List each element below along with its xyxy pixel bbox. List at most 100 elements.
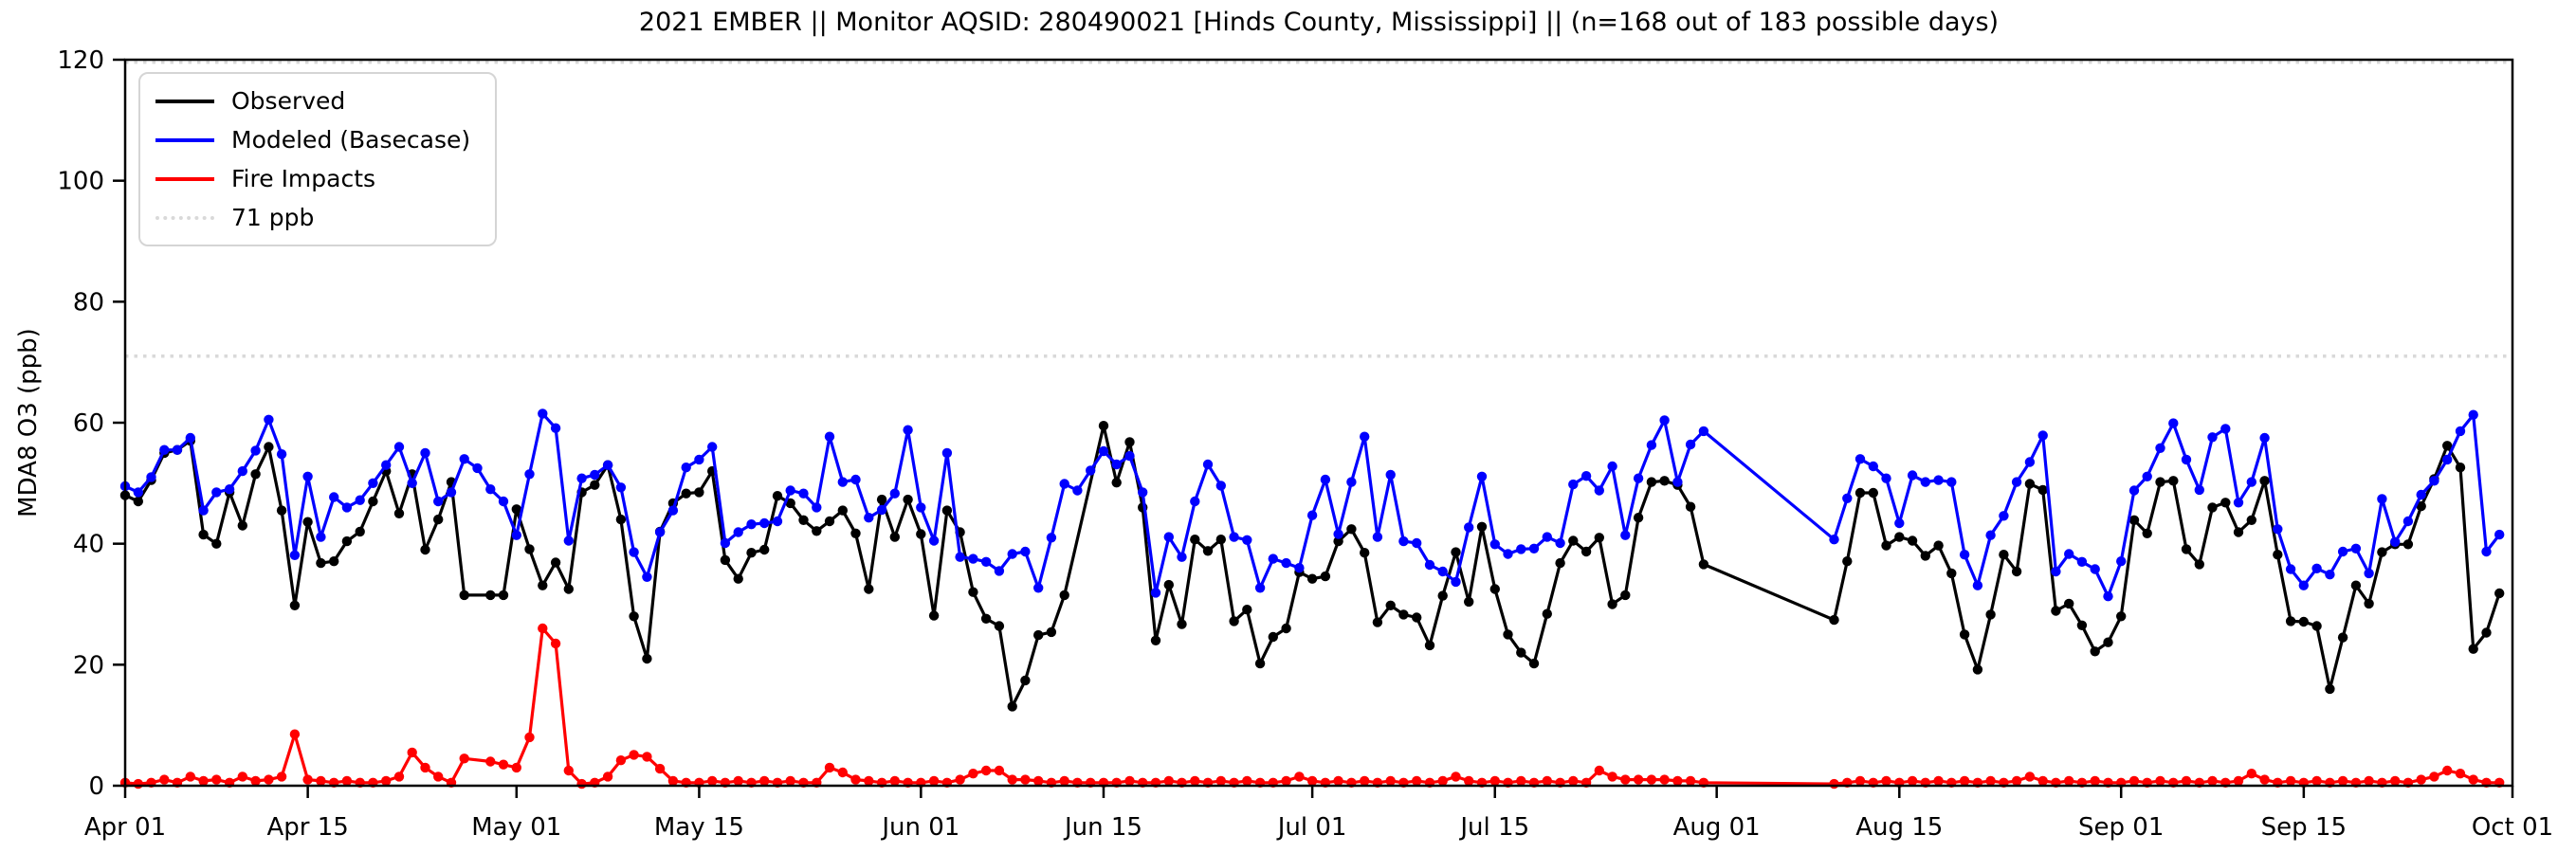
observed-marker (1333, 535, 1343, 547)
modeled-basecase--marker (2181, 454, 2192, 465)
observed-marker (198, 529, 209, 540)
fire-impacts-marker (550, 638, 561, 649)
modeled-basecase--marker (837, 477, 848, 487)
legend-item-fire: Fire Impacts (155, 159, 470, 198)
modeled-basecase--marker (381, 460, 392, 470)
modeled-basecase--marker (2103, 591, 2113, 602)
x-tick-label: Sep 15 (2261, 813, 2347, 842)
observed-marker (903, 494, 913, 505)
modeled-basecase--marker (538, 408, 548, 419)
modeled-basecase--marker (289, 550, 301, 560)
modeled-basecase--marker (1046, 533, 1057, 543)
fire-impacts-marker (1907, 775, 1918, 787)
x-tick-label: May 15 (654, 813, 744, 842)
fire-impacts-marker (1385, 775, 1396, 787)
observed-marker (511, 504, 521, 515)
modeled-basecase--marker (146, 472, 156, 482)
modeled-basecase--marker (1254, 583, 1266, 593)
fire-impacts-marker (1646, 774, 1657, 785)
observed-marker (772, 491, 783, 501)
observed-marker (2011, 566, 2022, 577)
observed-marker (2220, 498, 2231, 508)
observed-marker (1881, 540, 1891, 551)
observed-marker (2076, 620, 2088, 630)
x-tick-label: Aug 15 (1855, 813, 1943, 842)
modeled-basecase--marker (1242, 535, 1252, 545)
modeled-basecase--marker (1229, 532, 1239, 542)
fire-impacts-marker (1281, 775, 1291, 787)
y-tick-label: 100 (57, 168, 104, 196)
fire-impacts-marker (198, 775, 209, 787)
observed-marker (968, 587, 978, 597)
fire-impacts-marker (538, 623, 548, 634)
y-tick-label: 80 (73, 288, 104, 317)
fire-impacts-marker (1959, 775, 1970, 787)
observed-marker (393, 508, 405, 518)
fire-impacts-marker (1007, 774, 1017, 785)
observed-marker (2168, 476, 2179, 486)
observed-marker (876, 494, 887, 505)
observed-marker (2455, 463, 2466, 473)
modeled-basecase--marker (1633, 473, 1644, 483)
modeled-basecase--marker (1033, 583, 1044, 593)
fire-impacts-marker (459, 753, 469, 764)
x-tick-label: Jul 01 (1276, 813, 1347, 842)
chart-title: 2021 EMBER || Monitor AQSID: 280490021 [… (638, 8, 2000, 37)
observed-marker (850, 528, 861, 538)
observed-marker (2142, 528, 2152, 538)
modeled-basecase--marker (1959, 550, 1970, 560)
observed-marker (2194, 559, 2204, 570)
observed-marker (2377, 547, 2387, 557)
observed-marker (1020, 675, 1031, 686)
fire-impacts-marker (1933, 775, 1944, 787)
observed-marker (785, 498, 795, 509)
fire-impacts-marker (707, 775, 718, 787)
modeled-basecase--marker (2155, 443, 2165, 453)
modeled-basecase--marker (1294, 563, 1305, 573)
modeled-basecase--marker (1999, 511, 2009, 521)
fire-impacts-marker (289, 729, 301, 739)
legend-label: 71 ppb (231, 204, 315, 231)
fire-impacts-marker (2024, 771, 2036, 782)
modeled-basecase--marker (1385, 469, 1396, 481)
observed-marker (1033, 629, 1044, 641)
modeled-basecase--marker (1881, 473, 1891, 483)
modeled-basecase--marker (1907, 470, 1918, 481)
observed-marker (538, 580, 548, 590)
fire-impacts-marker (264, 774, 274, 785)
fire-impacts-marker (2416, 774, 2426, 785)
fire-impacts-marker (733, 775, 743, 787)
modeled-basecase--marker (615, 482, 627, 493)
fire-impacts-marker (1516, 775, 1526, 787)
fire-impacts-marker (667, 775, 679, 787)
modeled-basecase--marker (237, 465, 247, 477)
modeled-basecase--marker (642, 572, 652, 582)
fire-impacts-marker (2285, 775, 2296, 787)
fire-impacts-line (124, 626, 2500, 786)
observed-marker (694, 487, 704, 498)
observed-marker (1594, 533, 1605, 543)
modeled-line-icon (155, 137, 214, 142)
fire-impacts-marker (1451, 771, 1461, 782)
observed-marker (1098, 421, 1109, 431)
fire-impacts-marker (2259, 774, 2270, 785)
modeled-basecase--marker (903, 425, 913, 435)
threshold-line-icon (155, 215, 214, 220)
observed-marker (812, 526, 822, 536)
x-tick-label: Jun 15 (1063, 813, 1142, 842)
modeled-basecase--marker (2285, 564, 2296, 574)
fire-impacts-marker (1607, 771, 1617, 782)
legend-item-observed: Observed (155, 82, 470, 120)
modeled-basecase--marker (707, 442, 718, 452)
modeled-basecase--marker (1072, 485, 1083, 496)
fire-impacts-marker (2455, 769, 2466, 779)
fire-impacts-marker (316, 775, 326, 787)
observed-marker (2285, 616, 2296, 626)
modeled-basecase--marker (2350, 543, 2362, 554)
modeled-basecase--marker (1177, 552, 1187, 562)
observed-marker (2259, 476, 2270, 486)
fire-impacts-marker (785, 775, 795, 787)
modeled-basecase--marker (1503, 549, 1513, 559)
observed-marker (2337, 632, 2348, 643)
